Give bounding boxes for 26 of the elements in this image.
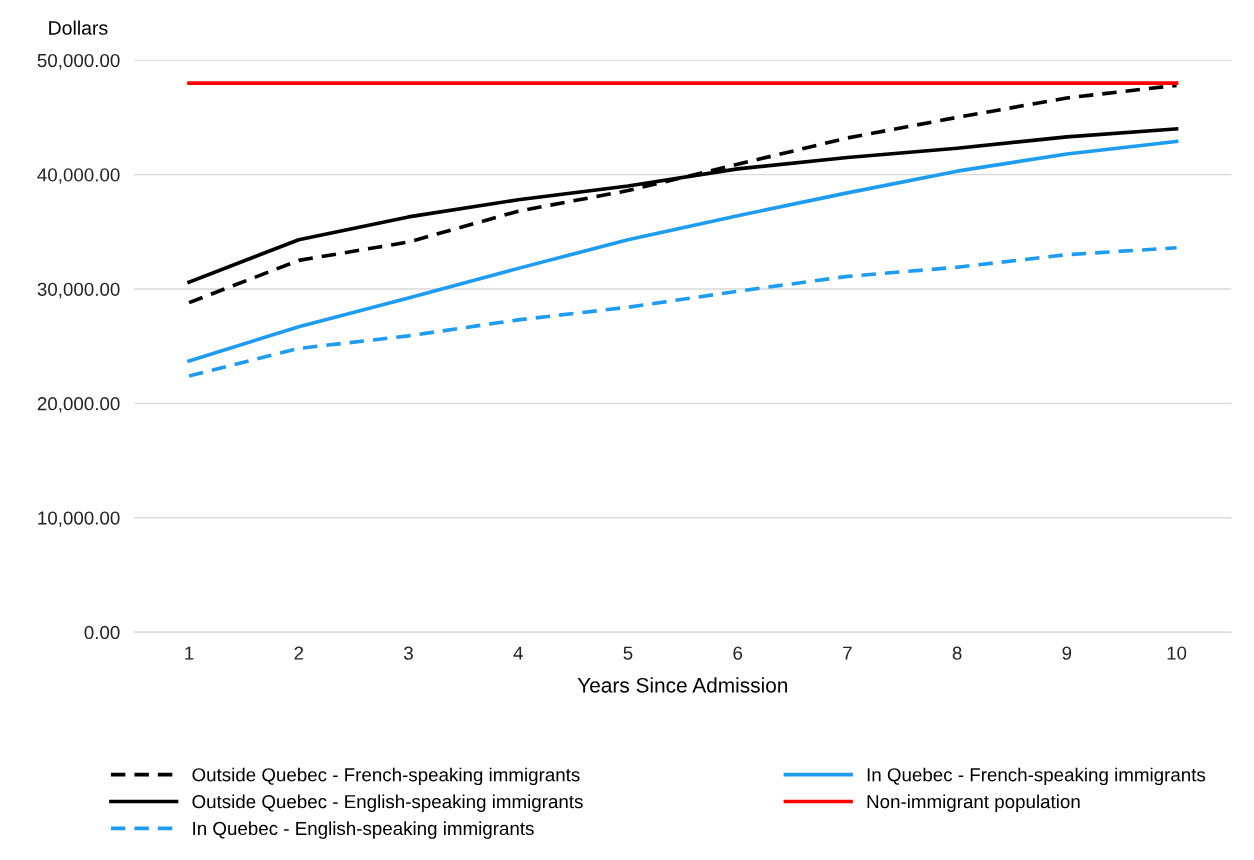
line-series: [187, 83, 1179, 305]
x-tick-label: 1: [185, 646, 194, 660]
x-tick-label: 7: [843, 646, 852, 660]
line-series: [187, 139, 1179, 363]
y-tick-label: 20,000.00: [37, 397, 120, 413]
y-tick-label: 50,000.00: [37, 53, 120, 70]
y-tick-label: 10,000.00: [38, 511, 120, 527]
legend-label: Non-immigrant population: [867, 794, 1080, 812]
x-axis-title: Years Since Admission: [577, 677, 788, 693]
x-tick-label: 5: [623, 646, 633, 660]
y-tick-label: 30,000.00: [37, 282, 120, 299]
legend-label: In Quebec - English-speaking immigrants: [193, 821, 534, 839]
x-tick-label: 4: [513, 646, 523, 660]
y-tick-label: 0.00: [84, 625, 120, 640]
x-tick-label: 6: [733, 646, 743, 660]
x-tick-label: 2: [294, 646, 304, 660]
legend-label: In Quebec - French-speaking immigrants: [867, 767, 1206, 786]
x-tick-label: 10: [1167, 646, 1187, 660]
y-axis-title: Dollars: [49, 20, 108, 35]
x-tick-label: 8: [952, 646, 962, 660]
line-series: [187, 245, 1179, 378]
legend-label: Outside Quebec - French-speaking immigrants: [192, 767, 580, 786]
legend-label: Outside Quebec - English-speaking immigrants: [192, 794, 583, 812]
y-tick-label: 40,000.00: [37, 168, 120, 184]
x-tick-label: 9: [1062, 646, 1072, 660]
x-tick-label: 3: [403, 646, 413, 660]
